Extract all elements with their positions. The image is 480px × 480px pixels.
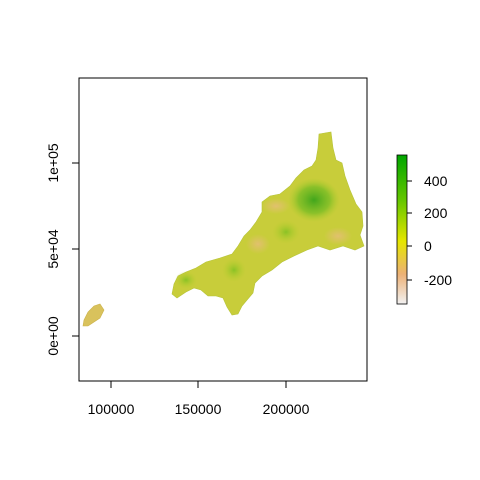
plot-area	[82, 131, 365, 327]
x-tick-label: 200000	[263, 401, 310, 417]
mid-ground-region	[222, 258, 246, 282]
y-tick-label: 0e+00	[45, 316, 61, 356]
mid-ground-region	[272, 220, 300, 244]
y-tick-label: 1e+05	[45, 143, 61, 183]
lowland-region	[246, 234, 270, 254]
island-region	[82, 303, 105, 327]
color-legend: 400 200 0 -200	[396, 154, 452, 305]
high-ground-region	[288, 178, 340, 222]
lowland-region	[324, 227, 352, 245]
legend-tick-label: 200	[424, 205, 448, 221]
legend-tick-label: -200	[424, 272, 452, 288]
legend-tick-label: 400	[424, 173, 448, 189]
y-axis: 0e+00 5e+04 1e+05	[45, 143, 80, 356]
y-tick-label: 5e+04	[45, 229, 61, 269]
x-axis: 100000 150000 200000	[88, 380, 310, 417]
x-tick-label: 100000	[88, 401, 135, 417]
x-tick-label: 150000	[175, 401, 222, 417]
legend-colorbar	[396, 154, 408, 305]
legend-tick-label: 0	[424, 238, 432, 254]
lowland-region	[262, 198, 290, 214]
mid-ground-region	[175, 271, 197, 289]
mainland-region	[171, 131, 365, 316]
